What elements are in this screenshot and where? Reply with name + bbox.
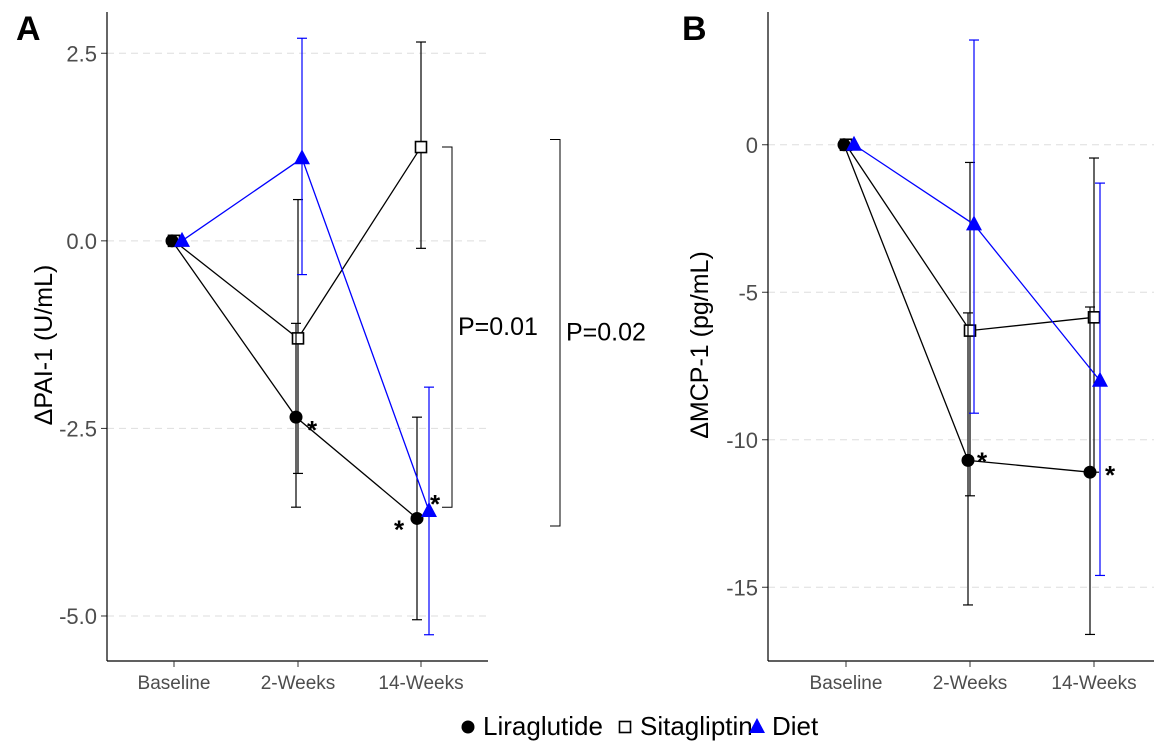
panel-a-x-tick-label: Baseline xyxy=(138,673,211,694)
panel-b-significance-star: * xyxy=(977,446,988,476)
panel-a-diet-point xyxy=(294,149,310,165)
legend-sitagliptin-key xyxy=(618,720,632,734)
panel-b: B ΔMCP-1 (pg/mL) 0 -5 -10 -15 Baseline 2-Week… xyxy=(682,10,1154,694)
panel-a-liraglutide-point xyxy=(165,234,179,248)
panel-a-diet-point xyxy=(174,231,190,247)
panel-a-y-tick-label: 0.0 xyxy=(66,229,97,254)
panel-a: A ΔPAI-1 (U/mL) 2.5 0.0 -2.5 -5.0 Baseline 2-… xyxy=(16,10,646,694)
panel-b-diet-point xyxy=(966,215,982,231)
panel-b-diet-point xyxy=(846,135,862,151)
panel-a-sitagliptin-point xyxy=(291,332,305,345)
panel-b-y-axis-label: ΔMCP-1 (pg/mL) xyxy=(686,251,714,439)
panel-a-p-bracket xyxy=(550,139,561,527)
panel-a-significance-star: * xyxy=(394,514,405,544)
panel-b-diet-point xyxy=(1092,371,1108,387)
panel-a-p-bracket xyxy=(442,146,453,508)
panel-a-y-tick-label: -5.0 xyxy=(59,604,97,629)
panel-a-liraglutide-line xyxy=(171,240,418,519)
legend-liraglutide-key xyxy=(461,720,475,734)
panel-a-y-axis-label: ΔPAI-1 (U/mL) xyxy=(30,265,58,426)
panel-a-sitagliptin-point xyxy=(414,140,428,154)
panel-b-liraglutide-line xyxy=(843,144,1091,473)
panel-b-y-tick-label: -10 xyxy=(726,428,758,453)
panel-b-y-tick-label: -15 xyxy=(726,575,758,600)
legend-diet-key xyxy=(749,718,765,733)
panel-b-x-tick-label: 14-Weeks xyxy=(1051,673,1136,694)
legend-diet-label: Diet xyxy=(772,711,819,741)
legend: Liraglutide Sitagliptin Diet xyxy=(461,711,819,741)
panel-b-y-tick-label: 0 xyxy=(746,133,758,158)
panel-a-diet-point xyxy=(421,501,437,517)
panel-a-significance-star: * xyxy=(307,415,318,445)
panel-b-sitagliptin-point xyxy=(963,324,977,337)
panel-b-liraglutide-point xyxy=(837,138,851,152)
legend-liraglutide-label: Liraglutide xyxy=(483,711,603,741)
panel-b-significance-star: * xyxy=(1105,460,1116,490)
legend-sitagliptin-label: Sitagliptin xyxy=(640,711,753,741)
panel-a-p-value: P=0.02 xyxy=(566,319,646,347)
panel-b-liraglutide-point xyxy=(1083,465,1097,479)
panel-a-y-tick-label: -2.5 xyxy=(59,416,97,441)
panel-a-p-value: P=0.01 xyxy=(458,313,538,341)
panel-b-liraglutide-point xyxy=(961,453,975,467)
panel-a-label: A xyxy=(16,10,41,48)
panel-a-y-tick-label: 2.5 xyxy=(66,41,97,66)
panel-a-x-tick-label: 2-Weeks xyxy=(261,673,336,694)
panel-a-significance-star: * xyxy=(430,489,441,519)
panel-b-x-tick-label: Baseline xyxy=(810,673,883,694)
panel-a-liraglutide-point xyxy=(289,410,303,424)
panel-a-liraglutide-point xyxy=(410,511,424,525)
panel-b-label: B xyxy=(682,10,707,48)
panel-a-diet-line xyxy=(181,157,430,512)
panel-b-x-tick-label: 2-Weeks xyxy=(933,673,1008,694)
panel-a-x-tick-label: 14-Weeks xyxy=(378,673,463,694)
panel-b-y-tick-label: -5 xyxy=(738,280,758,305)
